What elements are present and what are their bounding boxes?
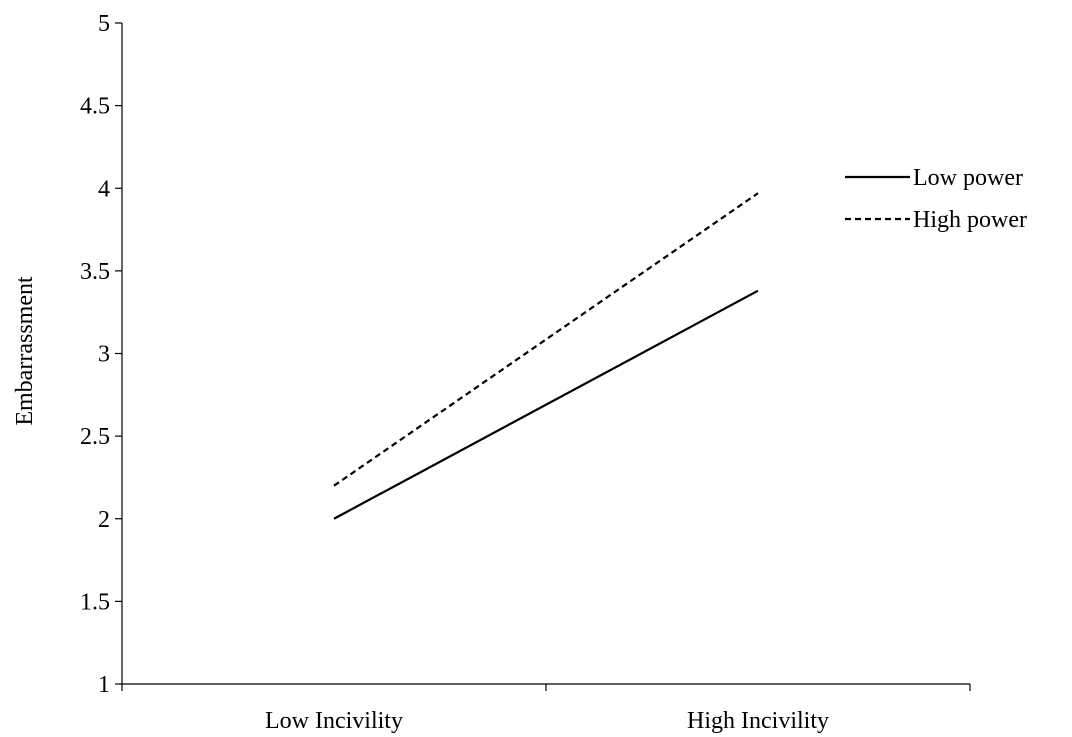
x-tick-label: High Incivility <box>687 708 829 734</box>
x-tick-label: Low Incivility <box>265 708 403 734</box>
y-axis-title: Embarrassment <box>12 276 38 426</box>
y-axis: 1 1.5 2 2.5 3 3.5 4 4.5 5 <box>80 11 123 698</box>
y-tick-label: 2.5 <box>80 424 110 450</box>
series-line-low-power <box>333 289 759 520</box>
x-axis: Low Incivility High Incivility <box>121 683 971 734</box>
y-tick-label: 3.5 <box>80 259 110 285</box>
y-tick-label: 5 <box>98 11 110 37</box>
legend-label: High power <box>913 207 1027 233</box>
y-tick-label: 2 <box>98 507 110 533</box>
series-lines <box>333 192 759 520</box>
legend: Low power High power <box>845 165 1027 233</box>
y-tick-label: 4 <box>98 176 110 202</box>
legend-label: Low power <box>913 165 1023 191</box>
series-line-high-power <box>333 192 759 487</box>
y-tick-label: 4.5 <box>80 94 110 120</box>
y-tick-label: 1 <box>98 672 110 698</box>
y-tick-label: 3 <box>98 342 110 368</box>
y-tick-label: 1.5 <box>80 589 110 615</box>
